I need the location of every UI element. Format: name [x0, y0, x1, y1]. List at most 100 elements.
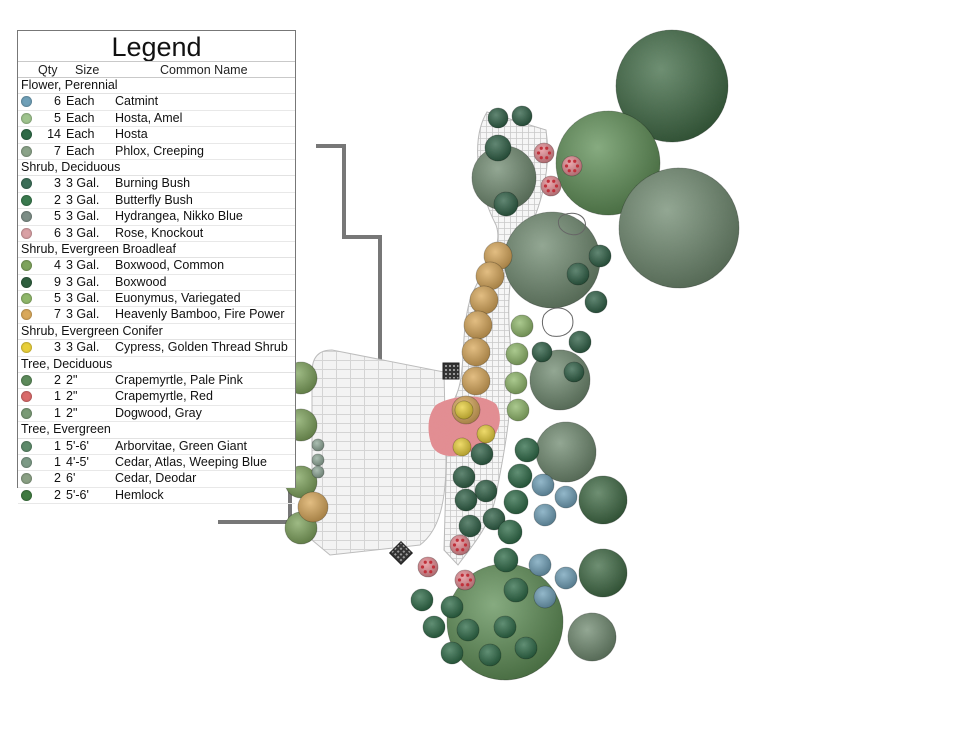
hosta-symbol — [514, 437, 540, 463]
dogwood-symbol — [471, 145, 537, 211]
legend-common-name: Hosta, Amel — [115, 110, 183, 125]
hemlock-symbol — [615, 29, 729, 143]
hosta-icon — [21, 129, 32, 141]
legend-size: 3 Gal. — [66, 225, 100, 240]
legend-common-name: Hemlock — [115, 487, 164, 502]
legend-row: 4 3 Gal. Boxwood, Common — [18, 258, 295, 275]
size-header: Size — [75, 63, 100, 77]
boulder-outline — [541, 212, 586, 337]
legend-size: Each — [66, 143, 95, 158]
boxwood-icon — [21, 276, 32, 288]
arborvitae-icon — [21, 440, 32, 452]
boxwood-symbol — [563, 361, 585, 383]
legend-qty: 2 — [54, 373, 61, 388]
legend-size: Each — [66, 94, 95, 109]
legend-row: 1 2" Dogwood, Gray — [18, 405, 295, 423]
boxwood-symbol — [531, 341, 553, 363]
legend-size: 2" — [66, 373, 78, 388]
legend-row: 7 Each Phlox, Creeping — [18, 144, 295, 160]
euonymus-icon — [21, 293, 32, 305]
cedar-atlas-icon — [21, 456, 32, 468]
hosta-symbol — [503, 577, 529, 603]
cypress-symbol — [476, 424, 496, 444]
hosta-symbol — [440, 595, 464, 619]
legend-qty: 2 — [54, 471, 61, 486]
catmint-symbol — [554, 485, 578, 509]
legend-common-name: Cedar, Atlas, Weeping Blue — [115, 454, 267, 469]
legend-qty: 14 — [47, 127, 61, 142]
legend-qty: 3 — [54, 176, 61, 191]
name-header: Common Name — [160, 63, 248, 77]
legend-row: 5 Each Hosta, Amel — [18, 110, 295, 128]
hosta-symbol — [507, 463, 533, 489]
hydrangea-symbol — [311, 438, 325, 452]
rose-symbol — [533, 142, 555, 164]
legend-common-name: Boxwood — [115, 274, 167, 289]
legend-row: 2 3 Gal. Butterfly Bush — [18, 192, 295, 210]
legend-qty: 3 — [54, 340, 61, 355]
legend-size: 3 Gal. — [66, 209, 100, 224]
hosta-symbol — [456, 618, 480, 642]
hydrangea-icon — [21, 211, 32, 223]
legend-size: Each — [66, 110, 95, 125]
legend-qty: 6 — [54, 94, 61, 109]
legend-common-name: Rose, Knockout — [115, 225, 204, 240]
hosta-symbol — [514, 636, 538, 660]
legend-body: Flower, Perennial 6 Each Catmint 5 Each Hosta,… — [18, 78, 295, 505]
legend-common-name: Cypress, Golden Thread Shrub — [115, 340, 288, 355]
plant-layer — [284, 29, 740, 681]
legend-common-name: Phlox, Creeping — [115, 143, 204, 158]
boxwood-symbol — [458, 514, 482, 538]
rose-symbol — [540, 175, 562, 197]
cedar-atlas-symbol — [535, 421, 597, 483]
euonymus-symbol — [510, 314, 534, 338]
legend-row: 2 5'-6' Hemlock — [18, 487, 295, 505]
qty-header: Qty — [38, 63, 58, 77]
legend-qty: 7 — [54, 143, 61, 158]
legend-common-name: Hosta — [115, 127, 148, 142]
legend-category: Tree, Evergreen — [18, 422, 295, 439]
hosta-symbol — [487, 107, 509, 129]
legend-size: 2" — [66, 405, 78, 420]
legend-row: 2 6' Cedar, Deodar — [18, 471, 295, 488]
catmint-symbol — [533, 585, 557, 609]
hosta-symbol — [511, 105, 533, 127]
euonymus-symbol — [504, 371, 528, 395]
burning-bush-icon — [21, 178, 32, 190]
legend-row: 1 4'-5' Cedar, Atlas, Weeping Blue — [18, 454, 295, 472]
legend-size: Each — [66, 127, 95, 142]
legend-row: 7 3 Gal. Heavenly Bamboo, Fire Power — [18, 307, 295, 324]
boxwood-symbol — [568, 330, 592, 354]
legend-size: 5'-6' — [66, 438, 89, 453]
legend-qty: 9 — [54, 274, 61, 289]
legend-qty: 4 — [54, 258, 61, 273]
hosta-symbol — [478, 643, 502, 667]
cedar-deodar-symbol — [618, 167, 740, 289]
rose-symbol — [417, 556, 439, 578]
rose-symbol — [454, 569, 476, 591]
catmint-symbol — [531, 473, 555, 497]
heavenly-bamboo-symbol — [463, 310, 493, 340]
hosta-symbol — [497, 519, 523, 545]
legend-qty: 1 — [54, 405, 61, 420]
catmint-icon — [21, 96, 32, 108]
boxwood-symbol — [482, 507, 506, 531]
rose-symbol — [449, 534, 471, 556]
dogwood-icon — [21, 407, 32, 419]
butterfly-bush-symbol — [578, 475, 628, 525]
legend-common-name: Butterfly Bush — [115, 192, 193, 207]
boxwood-symbol — [454, 488, 478, 512]
boxwood-symbol — [474, 479, 498, 503]
rose-icon — [21, 227, 32, 239]
legend-qty: 5 — [54, 291, 61, 306]
legend-common-name: Boxwood, Common — [115, 258, 225, 273]
legend-row: 6 Each Catmint — [18, 94, 295, 111]
legend-common-name: Arborvitae, Green Giant — [115, 438, 248, 453]
legend-row: 5 3 Gal. Euonymus, Variegated — [18, 291, 295, 308]
heavenly-bamboo-symbol — [469, 285, 499, 315]
legend-category: Flower, Perennial — [18, 78, 295, 95]
legend-row: 3 3 Gal. Burning Bush — [18, 176, 295, 193]
cedar-atlas-symbol — [567, 612, 617, 662]
hosta-symbol — [493, 547, 519, 573]
boxwood-symbol — [584, 290, 608, 314]
